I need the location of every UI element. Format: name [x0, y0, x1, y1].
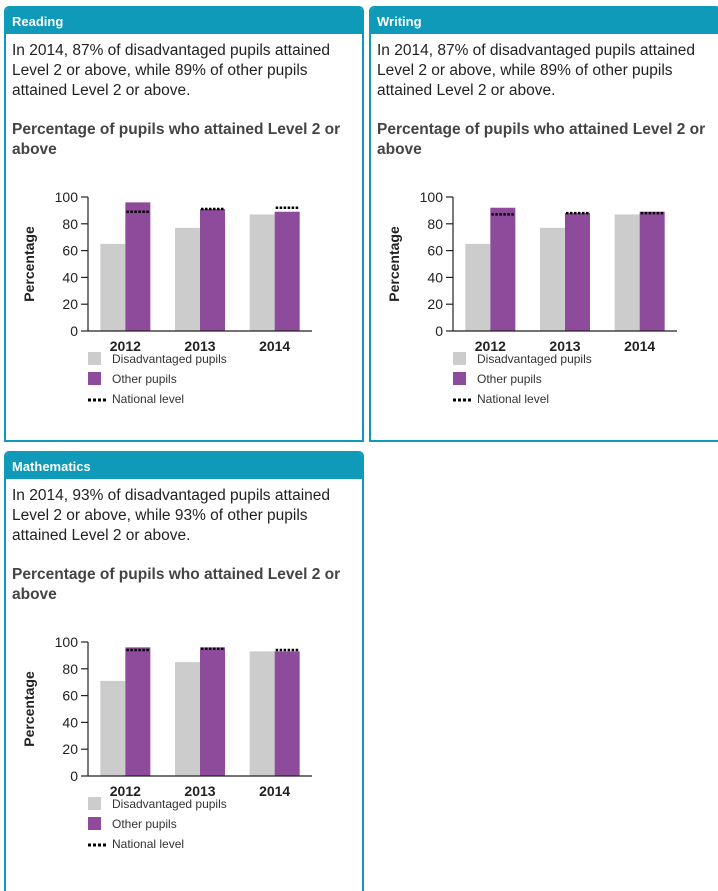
bar-disadvantaged	[249, 651, 275, 776]
bar-disadvantaged	[175, 662, 200, 776]
legend-swatch-other	[453, 372, 466, 385]
y-tick-label: 0	[70, 323, 78, 339]
bar-other	[200, 209, 225, 331]
chart-title: Percentage of pupils who attained Level …	[12, 121, 341, 158]
bar-other	[125, 647, 151, 776]
bar-other	[490, 207, 516, 331]
legend-label: Other pupils	[112, 817, 177, 831]
bar-other	[639, 211, 665, 331]
summary-text: In 2014, 87% of disadvantaged pupils att…	[12, 42, 330, 99]
y-tick-label: 20	[62, 741, 78, 757]
x-tick-label: 2012	[475, 338, 506, 354]
bar-disadvantaged	[249, 214, 275, 331]
bar-other	[274, 211, 300, 331]
y-tick-label: 60	[62, 243, 78, 259]
legend-label: Disadvantaged pupils	[112, 352, 227, 366]
legend-swatch-disadvantaged	[453, 352, 466, 365]
y-tick-label: 80	[62, 661, 78, 677]
x-tick-label: 2013	[184, 783, 215, 799]
writing-chart: Percentage 0 20 40 60 80 100 2012 2013 2014 Disadv…	[386, 189, 677, 406]
y-tick-label: 40	[427, 269, 443, 285]
panel-header: Reading	[6, 8, 362, 34]
y-tick-label: 100	[55, 189, 79, 205]
summary-text: In 2014, 87% of disadvantaged pupils att…	[377, 42, 695, 99]
bar-other	[274, 651, 300, 776]
y-axis-label: Percentage	[21, 226, 37, 302]
x-tick-label: 2014	[624, 338, 655, 354]
y-tick-label: 20	[427, 296, 443, 312]
mathematics-panel: Mathematics In 2014, 93% of disadvantage…	[4, 451, 364, 891]
legend-label: National level	[477, 392, 549, 406]
chart-title: Percentage of pupils who attained Level …	[377, 121, 706, 158]
y-tick-label: 100	[55, 634, 79, 650]
x-tick-label: 2014	[259, 338, 290, 354]
panel-header: Mathematics	[6, 453, 362, 479]
panel-header: Writing	[371, 8, 718, 34]
legend-swatch-other	[88, 817, 101, 830]
y-tick-label: 40	[62, 269, 78, 285]
y-tick-label: 0	[435, 323, 443, 339]
y-tick-label: 60	[62, 688, 78, 704]
summary-text: In 2014, 93% of disadvantaged pupils att…	[12, 487, 330, 544]
legend-label: Other pupils	[477, 372, 542, 386]
x-tick-label: 2012	[110, 338, 141, 354]
x-tick-label: 2012	[110, 783, 141, 799]
reading-chart: Percentage 0 20 40 60 80 100 2012 2013 2014 Disadv…	[21, 189, 312, 406]
y-tick-label: 80	[427, 216, 443, 232]
legend-label: Other pupils	[112, 372, 177, 386]
legend-label: Disadvantaged pupils	[112, 797, 227, 811]
y-tick-label: 100	[420, 189, 444, 205]
x-tick-label: 2013	[184, 338, 215, 354]
legend-label: National level	[112, 837, 184, 851]
mathematics-chart: Percentage 0 20 40 60 80 100 2012 2013 2014 Disadv…	[21, 634, 312, 851]
y-tick-label: 60	[427, 243, 443, 259]
bar-disadvantaged	[465, 243, 491, 331]
bar-disadvantaged	[540, 227, 565, 331]
y-tick-label: 0	[70, 768, 78, 784]
y-tick-label: 80	[62, 216, 78, 232]
reading-panel: Reading In 2014, 87% of disadvantaged pu…	[4, 6, 364, 442]
y-tick-label: 40	[62, 714, 78, 730]
writing-panel: Writing In 2014, 87% of disadvantaged pu…	[369, 6, 718, 442]
legend-swatch-disadvantaged	[88, 352, 101, 365]
bar-disadvantaged	[614, 214, 640, 331]
y-axis-label: Percentage	[386, 226, 402, 302]
bar-other	[565, 213, 590, 331]
bar-disadvantaged	[100, 243, 126, 331]
legend-label: Disadvantaged pupils	[477, 352, 592, 366]
chart-title: Percentage of pupils who attained Level …	[12, 566, 341, 603]
bar-other	[125, 202, 151, 331]
legend-swatch-disadvantaged	[88, 797, 101, 810]
bar-disadvantaged	[100, 680, 126, 776]
bar-disadvantaged	[175, 227, 200, 331]
x-tick-label: 2014	[259, 783, 290, 799]
y-axis-label: Percentage	[21, 671, 37, 747]
y-tick-label: 20	[62, 296, 78, 312]
x-tick-label: 2013	[549, 338, 580, 354]
legend-swatch-other	[88, 372, 101, 385]
bar-other	[200, 647, 225, 776]
legend-label: National level	[112, 392, 184, 406]
